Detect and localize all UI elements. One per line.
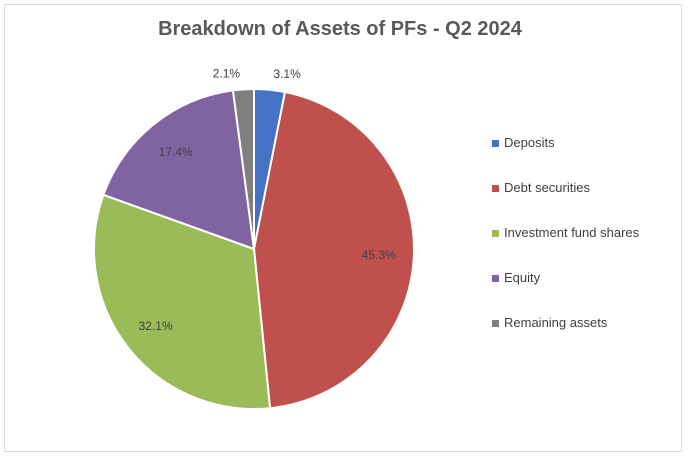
legend-swatch-equity — [492, 275, 499, 282]
data-label-equity: 17.4% — [159, 145, 193, 159]
legend-swatch-debt-securities — [492, 185, 499, 192]
data-label-remaining-assets: 2.1% — [213, 66, 241, 80]
legend-label-remaining-assets: Remaining assets — [504, 315, 608, 330]
data-label-debt-securities: 45.3% — [362, 248, 396, 262]
legend: Deposits Debt securities Investment fund… — [492, 135, 672, 360]
legend-swatch-remaining-assets — [492, 320, 499, 327]
legend-swatch-deposits — [492, 140, 499, 147]
pie-slice-equity — [102, 89, 256, 251]
pie-slice-investment-fund-shares — [93, 193, 272, 410]
pie-slice-debt-securities — [252, 90, 415, 410]
legend-label-debt-securities: Debt securities — [504, 180, 590, 195]
pie-labels: 3.1% 45.3% 32.1% 17.4% 2.1% — [139, 66, 396, 332]
legend-item-remaining-assets: Remaining assets — [492, 315, 672, 360]
data-label-deposits: 3.1% — [273, 67, 301, 81]
data-label-investment-fund-shares: 32.1% — [139, 319, 173, 333]
legend-label-investment-fund-shares: Investment fund shares — [504, 225, 640, 240]
legend-item-equity: Equity — [492, 270, 672, 315]
legend-item-deposits: Deposits — [492, 135, 672, 180]
chart-title: Breakdown of Assets of PFs - Q2 2024 — [158, 18, 522, 40]
pie-slice-remaining-assets — [231, 87, 255, 250]
legend-label-equity: Equity — [504, 270, 541, 285]
legend-swatch-investment-fund-shares — [492, 230, 499, 237]
pie-slices — [93, 87, 415, 410]
legend-label-deposits: Deposits — [504, 135, 555, 150]
legend-item-investment-fund-shares: Investment fund shares — [492, 225, 672, 270]
legend-item-debt-securities: Debt securities — [492, 180, 672, 225]
